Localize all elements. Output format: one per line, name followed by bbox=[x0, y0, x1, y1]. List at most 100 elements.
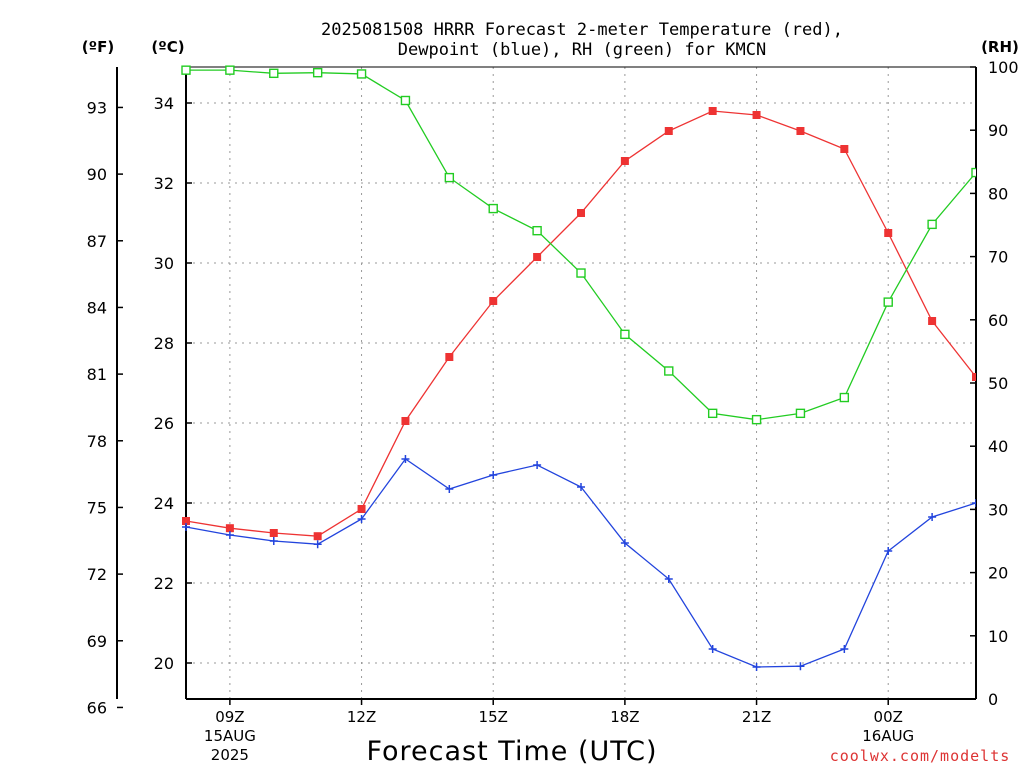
dewpoint-point bbox=[313, 540, 322, 549]
rh-point bbox=[576, 268, 586, 278]
f-tick-label: 84 bbox=[87, 298, 107, 317]
x-tick-label: 12Z bbox=[347, 708, 376, 726]
f-tick-label: 66 bbox=[87, 698, 107, 717]
rh-point bbox=[269, 68, 279, 79]
dewpoint-point bbox=[708, 645, 717, 653]
c-tick-label: 22 bbox=[154, 574, 174, 593]
temperature-point bbox=[840, 145, 849, 153]
rh-tick-label: 70 bbox=[988, 248, 1008, 267]
dewpoint-point bbox=[182, 523, 190, 531]
c-tick-label: 34 bbox=[154, 94, 174, 113]
c-tick-label: 20 bbox=[154, 654, 174, 673]
gridlines bbox=[186, 67, 976, 699]
temperature-point bbox=[577, 209, 585, 217]
temperature-point bbox=[708, 107, 717, 115]
f-tick-label: 90 bbox=[87, 165, 107, 184]
c-tick-label: 32 bbox=[154, 174, 174, 193]
rh-tick-label: 0 bbox=[988, 690, 998, 709]
c-tick-label: 30 bbox=[154, 254, 174, 273]
rh-point bbox=[707, 408, 718, 419]
data-series bbox=[181, 65, 976, 671]
rh-point bbox=[927, 219, 937, 230]
dewpoint-point bbox=[533, 461, 542, 469]
dewpoint-point bbox=[269, 537, 278, 545]
x-tick-label: 18Z bbox=[610, 708, 639, 726]
rh-point bbox=[181, 65, 191, 75]
temperature-point bbox=[664, 127, 673, 135]
dewpoint-point bbox=[840, 645, 849, 653]
f-tick-label: 72 bbox=[87, 565, 107, 584]
rh-point bbox=[400, 95, 411, 106]
temperature-point bbox=[884, 229, 893, 237]
temperature-point bbox=[313, 532, 322, 541]
dewpoint-point bbox=[489, 471, 498, 479]
rh-tick-label: 20 bbox=[988, 564, 1008, 583]
temperature-line bbox=[185, 110, 976, 537]
temperature-point bbox=[620, 157, 629, 165]
dewpoint-point bbox=[620, 539, 629, 547]
rh-point bbox=[488, 203, 498, 214]
axes: 66 69 72 75 78 81 84 87 90 93 20 22 24 26 28 30 32 34 0 10 2… bbox=[87, 58, 1019, 764]
x-tick-date: 16AUG bbox=[862, 727, 914, 745]
x-tick-label: 00Z bbox=[874, 708, 903, 726]
rh-point bbox=[795, 408, 806, 419]
temperature-point bbox=[401, 417, 410, 425]
rh-tick-label: 80 bbox=[988, 184, 1008, 203]
rh-line bbox=[186, 69, 976, 421]
dewpoint-point bbox=[928, 513, 937, 521]
temperature-point bbox=[489, 297, 498, 305]
rh-point bbox=[532, 225, 542, 236]
rh-tick-label: 90 bbox=[988, 121, 1008, 140]
f-tick-label: 87 bbox=[87, 232, 107, 251]
dewpoint-point bbox=[445, 485, 454, 493]
temperature-point bbox=[269, 529, 278, 537]
temperature-point bbox=[182, 517, 190, 525]
temperature-point bbox=[533, 253, 542, 261]
temperature-point bbox=[972, 373, 976, 381]
dewpoint-point bbox=[664, 575, 673, 583]
dewpoint-point bbox=[884, 547, 893, 555]
rh-point bbox=[356, 69, 367, 79]
x-tick-label: 09Z bbox=[215, 708, 244, 726]
rh-point bbox=[751, 414, 762, 425]
x-tick-label: 15Z bbox=[479, 708, 508, 726]
rh-point bbox=[620, 329, 630, 340]
rh-point bbox=[839, 392, 850, 403]
temperature-point bbox=[225, 524, 234, 533]
temperature-point bbox=[796, 127, 805, 135]
f-tick-label: 69 bbox=[87, 632, 107, 651]
x-axis-label: Forecast Time (UTC) bbox=[366, 736, 657, 767]
rh-tick-label: 100 bbox=[988, 58, 1019, 77]
f-tick-label: 75 bbox=[87, 498, 107, 517]
rh-point bbox=[312, 67, 323, 78]
unit-celsius-label: (ºC) bbox=[151, 38, 184, 56]
temperature-point bbox=[752, 111, 761, 119]
rh-point bbox=[883, 297, 893, 307]
temperature-point bbox=[928, 317, 937, 325]
dewpoint-point bbox=[752, 663, 761, 671]
dewpoint-point bbox=[972, 499, 976, 507]
unit-rh-label: (RH) bbox=[981, 38, 1019, 56]
rh-point bbox=[971, 167, 976, 178]
x-tick-year: 2025 bbox=[211, 746, 249, 764]
dewpoint-point bbox=[796, 662, 805, 671]
unit-fahrenheit-label: (ºF) bbox=[82, 38, 114, 56]
temperature-point bbox=[357, 505, 366, 513]
rh-tick-label: 30 bbox=[988, 500, 1008, 519]
rh-point bbox=[664, 366, 674, 376]
dewpoint-point bbox=[577, 483, 585, 491]
rh-point bbox=[444, 172, 455, 183]
c-tick-label: 28 bbox=[154, 334, 174, 353]
temperature-point bbox=[445, 353, 454, 361]
dewpoint-point bbox=[401, 455, 410, 463]
x-tick-label: 21Z bbox=[742, 708, 771, 726]
x-tick-date: 15AUG bbox=[204, 727, 256, 745]
rh-tick-label: 50 bbox=[988, 374, 1008, 393]
chart-title-line1: 2025081508 HRRR Forecast 2-meter Tempera… bbox=[321, 20, 843, 40]
rh-tick-label: 10 bbox=[988, 627, 1008, 646]
f-tick-label: 81 bbox=[87, 365, 107, 384]
f-tick-label: 93 bbox=[87, 98, 107, 117]
chart-title-line2: Dewpoint (blue), RH (green) for KMCN bbox=[398, 40, 766, 60]
credit-text: coolwx.com/modelts bbox=[830, 747, 1011, 765]
